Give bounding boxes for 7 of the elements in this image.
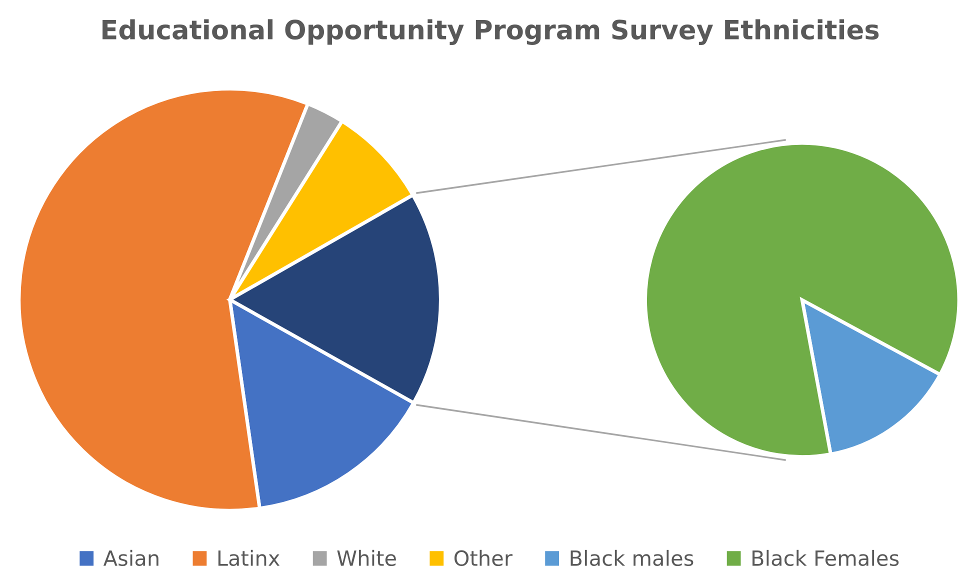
legend-label: Black Females <box>752 550 899 566</box>
chart-title: Educational Opportunity Program Survey Ethnicities <box>102 19 879 45</box>
legend-label: Black males <box>570 550 694 566</box>
legend-label: Other <box>454 550 512 566</box>
legend-label: White <box>337 550 396 566</box>
legend-label: Asian <box>103 550 158 566</box>
legend-label: Latinx <box>218 550 280 566</box>
